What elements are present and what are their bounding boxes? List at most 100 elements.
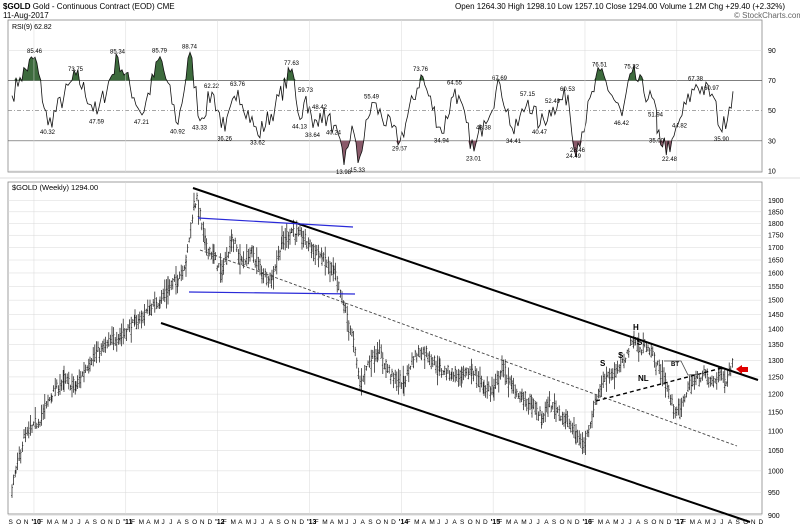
rsi-peak-label: 60.53 (560, 87, 576, 93)
price-axis-tick: 1050 (768, 448, 784, 455)
x-month-label: J (621, 519, 624, 526)
x-year-label: '14 (399, 519, 409, 526)
x-year-label: '15 (491, 519, 501, 526)
x-month-label: D (759, 519, 764, 526)
rsi-peak-label: 85.34 (110, 49, 126, 55)
rsi-peak-label: 67.38 (688, 76, 704, 82)
x-month-label: M (230, 519, 235, 526)
x-month-label: J (345, 519, 348, 526)
x-month-label: N (567, 519, 572, 526)
rsi-axis-tick: 50 (768, 108, 776, 115)
x-month-label: O (284, 519, 289, 526)
x-month-label: J (261, 519, 264, 526)
x-month-label: F (131, 519, 135, 526)
x-month-label: M (322, 519, 327, 526)
rsi-trough-label: 33.62 (250, 140, 266, 146)
x-month-label: M (338, 519, 343, 526)
neckline-label: NL (638, 374, 649, 383)
rsi-trough-label: 43.33 (192, 126, 208, 132)
x-month-label: M (506, 519, 511, 526)
x-year-label: '17 (674, 519, 684, 526)
price-axis-tick: 1900 (768, 198, 784, 205)
x-month-label: A (697, 519, 702, 526)
neckline (595, 367, 723, 402)
flag-lower-line (188, 291, 356, 295)
x-month-label: M (598, 519, 603, 526)
price-axis-tick: 1150 (768, 410, 783, 417)
x-month-label: O (651, 519, 656, 526)
x-month-label: S (368, 519, 373, 526)
price-axis-tick: 900 (768, 513, 780, 520)
x-year-label: '12 (215, 519, 225, 526)
chart-date: 11-Aug-2017 (3, 11, 49, 20)
x-year-label: '16 (582, 519, 592, 526)
price-axis-tick: 1200 (768, 392, 784, 399)
x-month-label: M (62, 519, 67, 526)
exchange: CME (156, 2, 175, 11)
x-month-label: A (361, 519, 366, 526)
x-month-label: S (93, 519, 98, 526)
rsi-peak-label: 76.51 (592, 63, 608, 69)
x-month-label: N (200, 519, 205, 526)
x-month-label: J (720, 519, 723, 526)
price-axis-tick: 1650 (768, 258, 784, 265)
rsi-trough-label: 44.13 (292, 124, 308, 130)
x-month-label: N (751, 519, 756, 526)
x-year-label: '13 (307, 519, 317, 526)
rsi-trough-label: 35.90 (714, 137, 730, 143)
arrow-icon (736, 365, 748, 374)
rsi-trough-label: 44.82 (672, 123, 688, 129)
x-month-label: F (682, 519, 686, 526)
rsi-peak-label: 64.55 (447, 81, 463, 87)
x-month-label: D (575, 519, 580, 526)
x-month-label: M (690, 519, 695, 526)
price-axis-tick: 1100 (768, 428, 783, 435)
price-panel-frame (7, 181, 763, 515)
x-month-label: O (376, 519, 381, 526)
x-month-label: N (24, 519, 29, 526)
rsi-peak-label: 60.97 (704, 86, 720, 92)
shoulder-label: S (637, 338, 643, 347)
x-month-label: D (207, 519, 212, 526)
ohlc-readout: Open 1264.30 High 1298.10 Low 1257.10 Cl… (455, 2, 786, 11)
price-axis-tick: 950 (768, 490, 780, 497)
x-month-label: M (414, 519, 419, 526)
contract-description: Gold - Continuous Contract (EOD) (32, 2, 155, 11)
x-month-label: J (628, 519, 631, 526)
rsi-peak-label: 52.49 (545, 99, 561, 105)
x-month-label: J (445, 519, 448, 526)
x-month-label: S (552, 519, 557, 526)
flag-upper-line (197, 217, 354, 228)
price-bars (11, 192, 734, 498)
rsi-peak-label: 62.22 (204, 84, 220, 90)
rsi-panel-frame (7, 19, 763, 173)
x-month-label: O (560, 519, 565, 526)
rsi-axis-tick: 30 (768, 138, 776, 145)
rsi-peak-label: 48.42 (312, 105, 328, 111)
x-month-label: D (116, 519, 121, 526)
x-month-label: J (713, 519, 716, 526)
x-month-label: M (154, 519, 159, 526)
x-month-label: A (544, 519, 549, 526)
price-axis-tick: 1350 (768, 342, 784, 349)
copyright: © StockCharts.com (734, 11, 800, 20)
rsi-trough-label: 40.92 (170, 129, 186, 135)
backtest-callout (664, 360, 701, 376)
x-month-label: O (743, 519, 748, 526)
rsi-trough-label: 40.32 (40, 130, 56, 136)
x-month-label: O (16, 519, 21, 526)
x-month-label: A (422, 519, 427, 526)
x-month-label: A (330, 519, 335, 526)
x-month-label: J (353, 519, 356, 526)
rsi-trough-label: 13.98 (336, 170, 352, 176)
price-axis-tick: 1250 (768, 374, 784, 381)
rsi-axis-tick: 70 (768, 78, 776, 85)
rsi-peak-label: 85.79 (152, 49, 168, 55)
x-month-label: J (162, 519, 165, 526)
price-axis-tick: 1500 (768, 298, 784, 305)
rsi-peak-label: 88.74 (182, 44, 198, 50)
x-month-label: D (667, 519, 672, 526)
x-month-label: N (292, 519, 297, 526)
x-month-label: S (736, 519, 741, 526)
